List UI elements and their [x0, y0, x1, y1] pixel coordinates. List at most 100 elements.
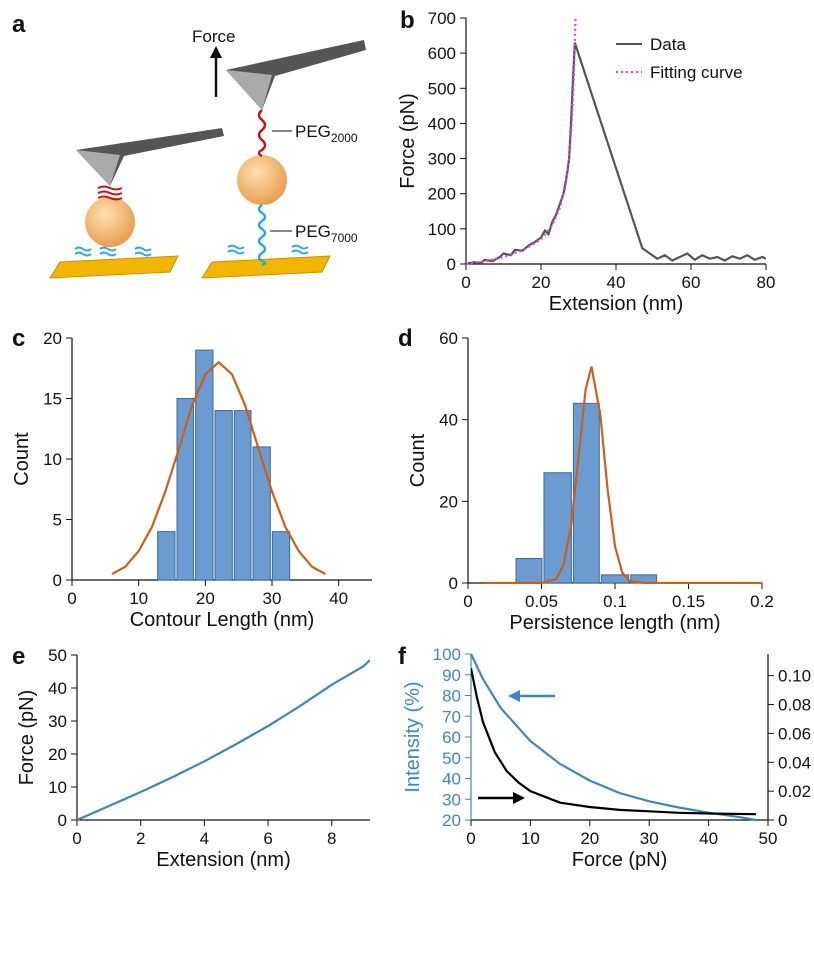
legend-label: Fitting curve [650, 63, 743, 82]
bar [515, 558, 543, 584]
bar [157, 531, 176, 581]
x-tick-label: 30 [263, 589, 282, 608]
x-axis-label: Contour Length (nm) [130, 609, 315, 631]
y-tick-label: 60 [439, 329, 458, 348]
x-tick-label: 30 [640, 829, 659, 848]
x-tick-label: 0 [67, 589, 76, 608]
y-tick-label: 0 [447, 255, 456, 274]
y2-tick-label: 0 [778, 811, 787, 830]
y-tick-label: 20 [439, 492, 458, 511]
y-tick-label: 90 [442, 666, 461, 685]
y-tick-label: 0 [58, 811, 67, 830]
y2-tick-label: 0.04 [778, 753, 811, 772]
substrate [201, 255, 331, 279]
linker [257, 109, 267, 158]
y-tick-label: 40 [439, 411, 458, 430]
x-tick-label: 0.15 [672, 592, 705, 611]
y2-tick-label: 0.08 [778, 696, 811, 715]
y-axis-label: Count [407, 433, 429, 487]
x-tick-label: 50 [759, 829, 778, 848]
line [471, 668, 757, 816]
bar [572, 402, 600, 584]
arrow-head [513, 792, 525, 804]
legend-label: Data [650, 35, 686, 54]
bar [214, 410, 233, 581]
diagram: a Force PEG2000 PEG7000 [12, 11, 366, 279]
y-tick-label: 40 [48, 679, 67, 698]
bar [252, 446, 271, 581]
x-tick-label: 4 [200, 829, 209, 848]
y2-tick-label: 0.10 [778, 667, 811, 686]
y-tick-label: 100 [428, 220, 456, 239]
y-tick-label: 20 [43, 329, 62, 348]
tip [226, 70, 272, 110]
x-tick-label: 40 [329, 589, 348, 608]
x-tick-label: 10 [129, 589, 148, 608]
y-tick-label: 10 [48, 778, 67, 797]
linker-name: PEG [295, 222, 331, 241]
x-tick-label: 40 [607, 273, 626, 292]
force-label: Force [192, 27, 235, 46]
x-tick-label: 0 [72, 829, 81, 848]
bead [237, 155, 287, 205]
x-tick-label: 2 [136, 829, 145, 848]
x-axis-label: Extension (nm) [156, 849, 291, 871]
x-tick-label: 20 [196, 589, 215, 608]
bar [543, 472, 572, 584]
panel-label: c [12, 325, 25, 352]
substrate [49, 255, 179, 279]
y-tick-label: 500 [428, 79, 456, 98]
y-tick-label: 20 [48, 745, 67, 764]
y-tick-label: 400 [428, 114, 456, 133]
x-tick-label: 20 [532, 273, 551, 292]
x-tick-label: 0 [461, 273, 470, 292]
linker-name: PEG [295, 122, 331, 141]
y-tick-label: 600 [428, 44, 456, 63]
y-tick-label: 50 [442, 749, 461, 768]
y-tick-label: 700 [428, 9, 456, 28]
line [466, 42, 766, 265]
y-tick-label: 70 [442, 707, 461, 726]
y2-tick-label: 0.06 [778, 724, 811, 743]
linker-sub: 2000 [331, 131, 358, 145]
x-tick-label: 0 [466, 829, 475, 848]
x-axis-label: Persistence length (nm) [509, 612, 720, 634]
linker [257, 203, 267, 267]
linker-label: PEG7000 [295, 222, 358, 245]
y2-tick-label: 0.02 [778, 782, 811, 801]
x-tick-label: 0 [463, 592, 472, 611]
panel-label: d [398, 325, 413, 352]
x-tick-label: 0.2 [750, 592, 774, 611]
x-tick-label: 80 [757, 273, 776, 292]
linker-sub: 7000 [331, 231, 358, 245]
bar [195, 349, 214, 581]
x-axis-label: Force (pN) [572, 849, 668, 871]
line [466, 17, 577, 265]
fit-curve [482, 366, 762, 584]
y-tick-label: 300 [428, 150, 456, 169]
x-tick-label: 6 [263, 829, 272, 848]
y-axis-label: Intensity (%) [402, 681, 424, 792]
x-tick-label: 10 [521, 829, 540, 848]
x-tick-label: 0.05 [525, 592, 558, 611]
y-tick-label: 30 [48, 712, 67, 731]
x-tick-label: 0.1 [603, 592, 627, 611]
panel-label: e [12, 643, 25, 670]
y-tick-label: 100 [433, 645, 461, 664]
x-tick-label: 40 [699, 829, 718, 848]
linker-label: PEG2000 [295, 122, 358, 145]
y-tick-label: 30 [442, 790, 461, 809]
panel-label: f [398, 643, 407, 670]
y-axis-label: Count [11, 432, 33, 486]
y-tick-label: 0 [53, 571, 62, 590]
y-tick-label: 5 [53, 511, 62, 530]
panel-label: a [12, 11, 26, 38]
x-axis-label: Extension (nm) [549, 293, 684, 315]
panel-label: b [400, 7, 415, 34]
y-tick-label: 50 [48, 646, 67, 665]
y-tick-label: 20 [442, 811, 461, 830]
spring [74, 246, 152, 257]
tip [76, 150, 120, 186]
x-tick-label: 20 [580, 829, 599, 848]
